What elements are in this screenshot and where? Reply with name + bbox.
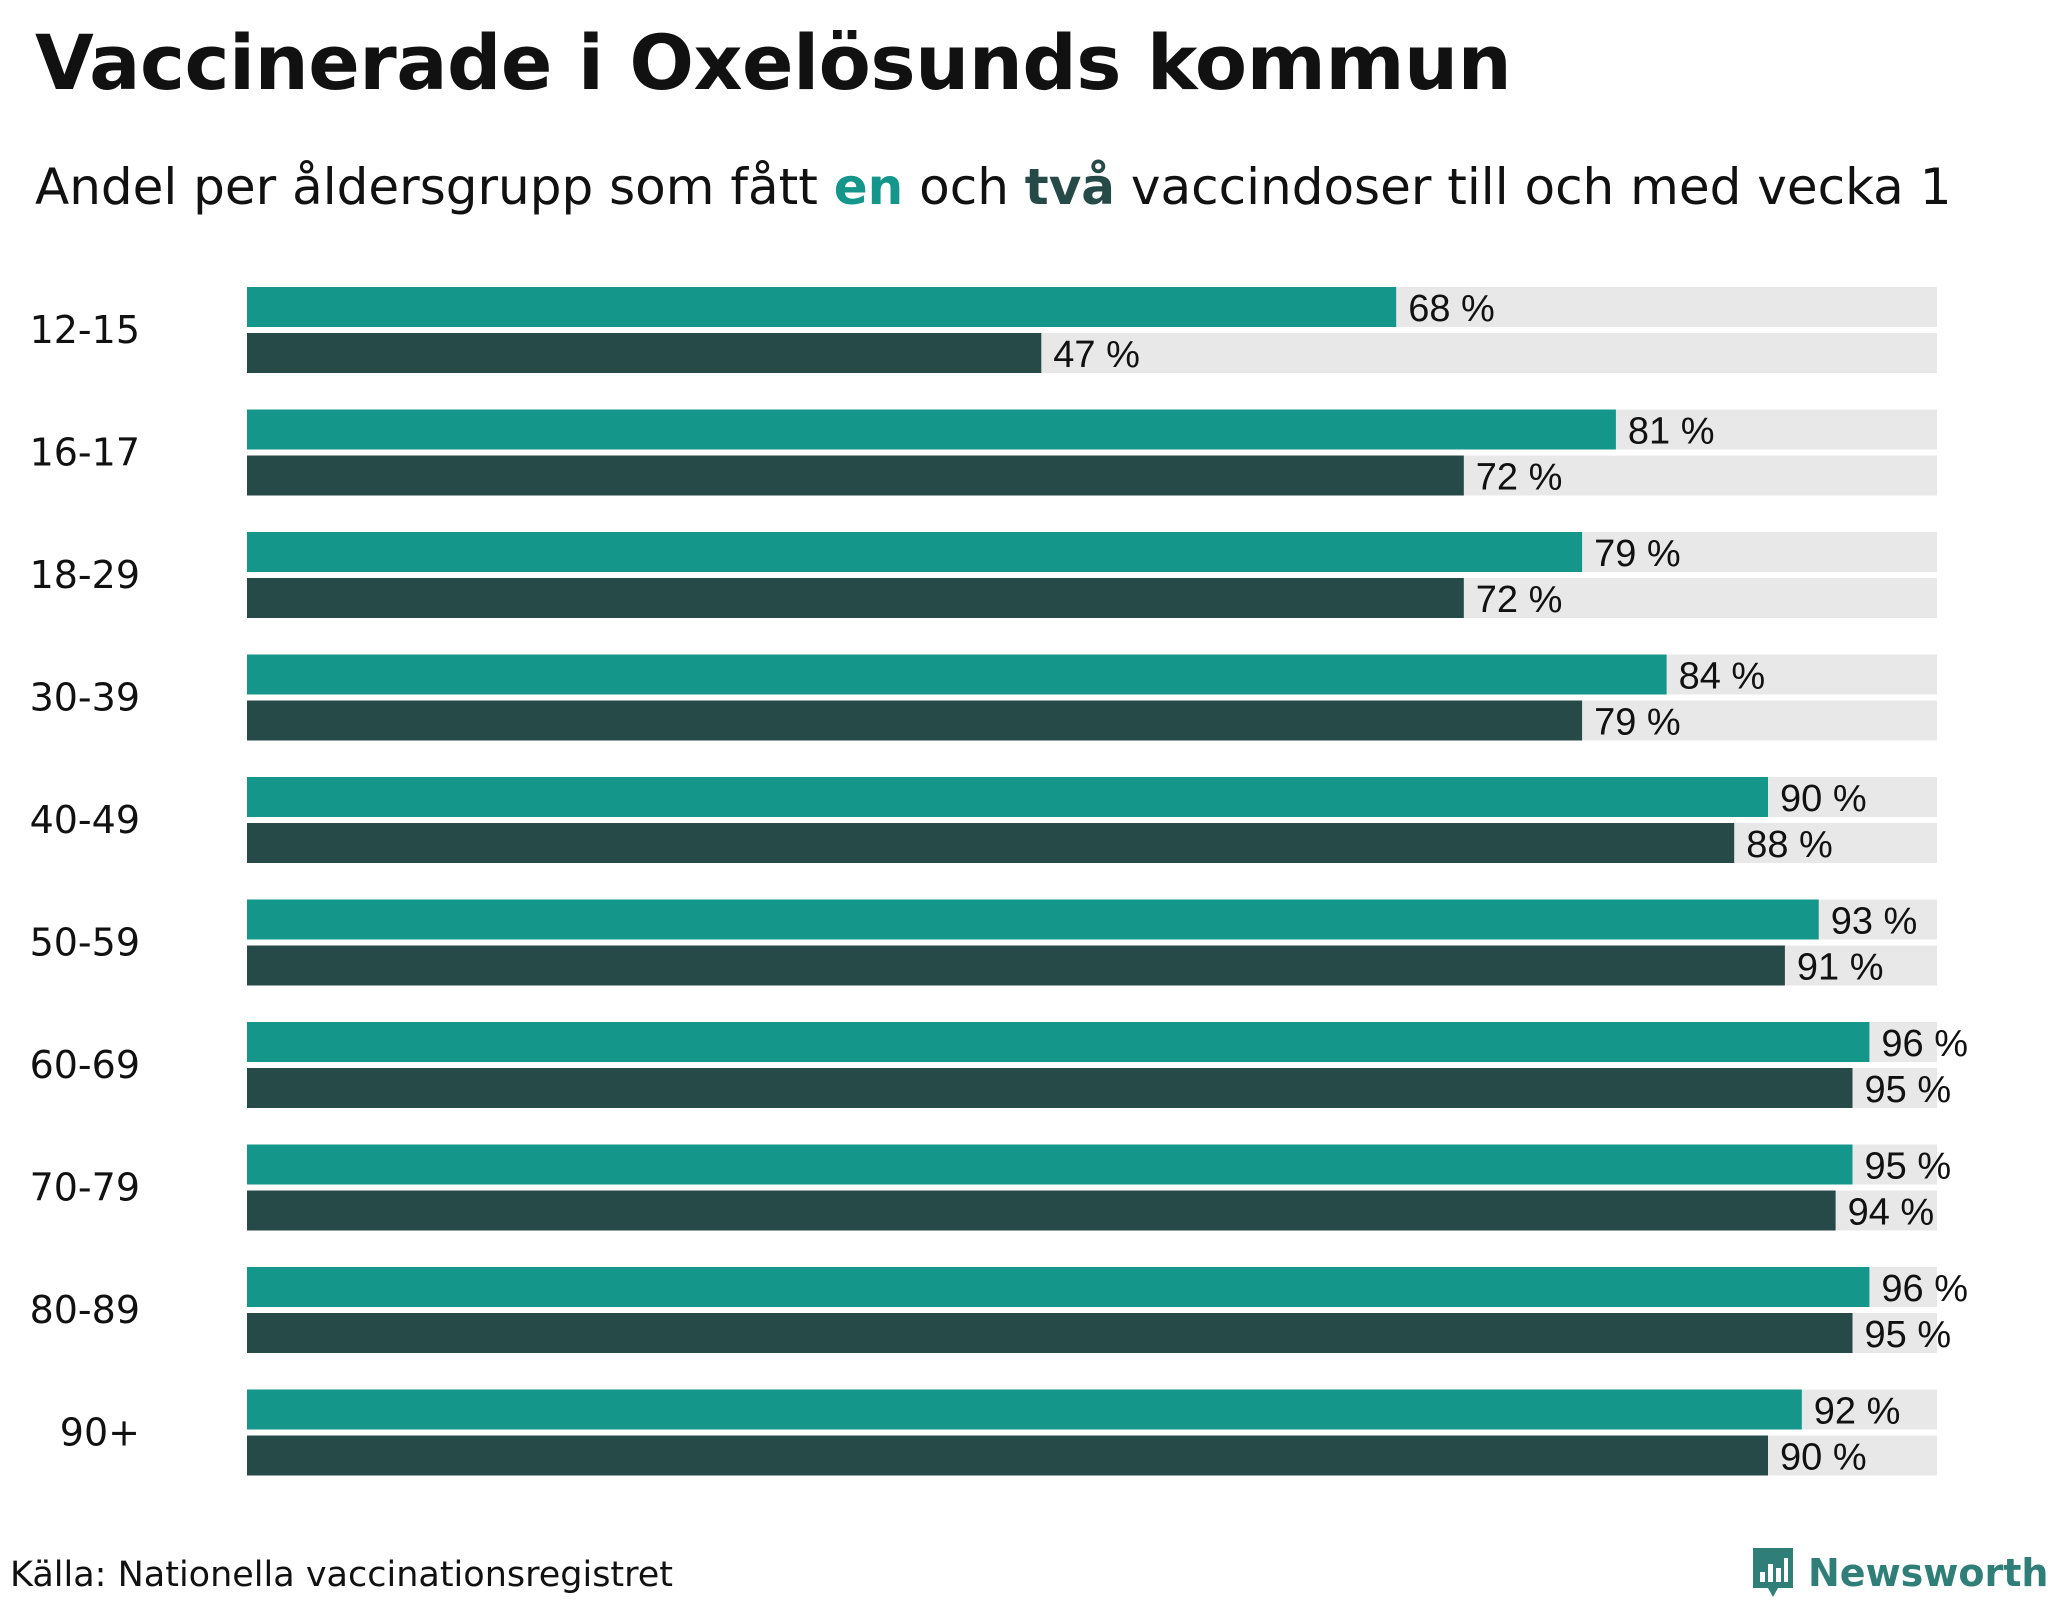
bar-group: 80-89 96 %95 % bbox=[30, 1267, 1968, 1356]
category-label: 50-59 bbox=[30, 921, 140, 965]
value-label: 88 % bbox=[1746, 824, 1833, 866]
category-label: 40-49 bbox=[30, 798, 140, 842]
value-label: 90 % bbox=[1780, 778, 1867, 820]
bar-two-doses bbox=[247, 946, 1785, 986]
bar-one-dose bbox=[247, 777, 1768, 817]
value-label: 79 % bbox=[1594, 702, 1681, 744]
newsworthy-logo-icon bbox=[1750, 1545, 1796, 1601]
source-note: Källa: Nationella vaccinationsregistret bbox=[10, 1555, 673, 1595]
value-label: 96 % bbox=[1881, 1023, 1968, 1065]
value-label: 96 % bbox=[1881, 1268, 1968, 1310]
bar-two-doses bbox=[247, 333, 1041, 373]
bar-group: 60-69 96 %95 % bbox=[30, 1022, 1968, 1111]
value-label: 92 % bbox=[1814, 1391, 1901, 1433]
bar-two-doses bbox=[247, 1436, 1768, 1476]
brand-name: Newsworthy bbox=[1808, 1551, 2048, 1595]
value-label: 90 % bbox=[1780, 1437, 1867, 1479]
bar-group: 90+ 92 %90 % bbox=[60, 1390, 1937, 1479]
category-label: 80-89 bbox=[30, 1288, 140, 1332]
bar-chart: 12-15 68 % 47 % 16-17 81 % 72 % 18-29 79 % 72 % 3… bbox=[0, 0, 2048, 1540]
bar-group: 50-59 93 %91 % bbox=[30, 900, 1937, 989]
category-label: 12-15 bbox=[30, 308, 140, 352]
bar-one-dose bbox=[247, 287, 1396, 327]
bar-one-dose bbox=[247, 1267, 1869, 1307]
value-label: 81 % bbox=[1628, 411, 1715, 453]
bar-one-dose bbox=[247, 900, 1819, 940]
bar-group: 70-79 95 %94 % bbox=[30, 1145, 1952, 1234]
bar-two-doses bbox=[247, 1068, 1853, 1108]
value-label: 72 % bbox=[1476, 579, 1563, 621]
bar-one-dose bbox=[247, 1022, 1869, 1062]
bar-group: 16-17 81 % 72 % bbox=[30, 410, 1937, 499]
category-label: 30-39 bbox=[30, 676, 140, 720]
value-label: 47 % bbox=[1053, 334, 1140, 376]
value-label: 93 % bbox=[1831, 901, 1918, 943]
category-label: 90+ bbox=[60, 1411, 140, 1455]
value-label: 84 % bbox=[1679, 656, 1766, 698]
bar-group: 30-39 84 %79 % bbox=[30, 655, 1937, 744]
brand-logo: Newsworthy bbox=[1750, 1545, 2048, 1601]
category-label: 18-29 bbox=[30, 553, 140, 597]
value-label: 95 % bbox=[1865, 1314, 1952, 1356]
bar-two-doses bbox=[247, 456, 1464, 496]
bar-group: 18-29 79 % 72 % bbox=[30, 532, 1937, 621]
bar-two-doses bbox=[247, 1191, 1836, 1231]
value-label: 91 % bbox=[1797, 947, 1884, 989]
bar-two-doses bbox=[247, 1313, 1853, 1353]
bar-one-dose bbox=[247, 1145, 1853, 1185]
category-label: 60-69 bbox=[30, 1043, 140, 1087]
value-label: 72 % bbox=[1476, 457, 1563, 499]
bar-two-doses bbox=[247, 578, 1464, 618]
value-label: 95 % bbox=[1865, 1146, 1952, 1188]
bar-one-dose bbox=[247, 410, 1616, 450]
category-label: 70-79 bbox=[30, 1166, 140, 1210]
bar-one-dose bbox=[247, 655, 1667, 695]
bar-group: 40-49 90 %88 % bbox=[30, 777, 1937, 866]
bar-one-dose bbox=[247, 1390, 1802, 1430]
bar-one-dose bbox=[247, 532, 1582, 572]
value-label: 79 % bbox=[1594, 533, 1681, 575]
value-label: 94 % bbox=[1848, 1192, 1935, 1234]
value-label: 68 % bbox=[1408, 288, 1495, 330]
bar-two-doses bbox=[247, 701, 1582, 741]
bar-group: 12-15 68 % 47 % bbox=[30, 287, 1937, 376]
bar-two-doses bbox=[247, 823, 1734, 863]
category-label: 16-17 bbox=[30, 431, 140, 475]
value-label: 95 % bbox=[1865, 1069, 1952, 1111]
